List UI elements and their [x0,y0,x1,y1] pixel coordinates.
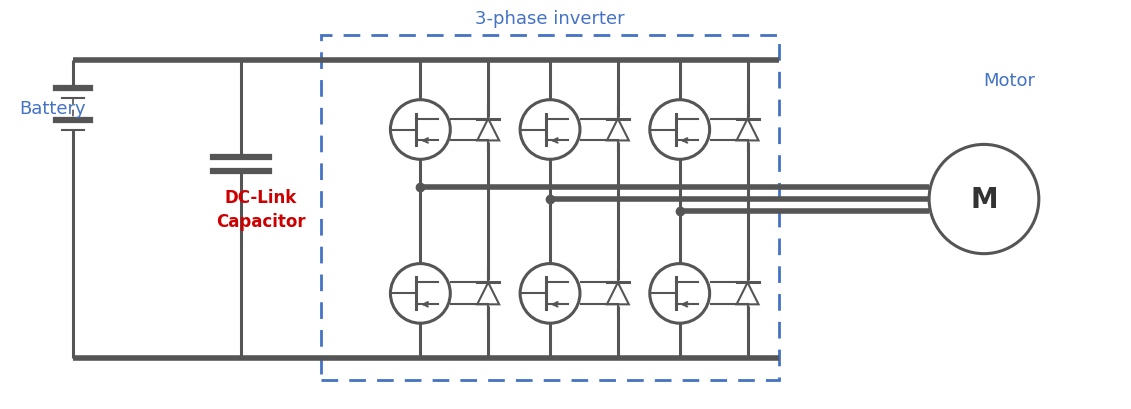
Text: M: M [970,186,998,213]
Text: Battery: Battery [19,99,86,117]
Text: Motor: Motor [983,72,1035,90]
Text: 3-phase inverter: 3-phase inverter [475,10,624,28]
Circle shape [929,145,1039,254]
Text: DC-Link
Capacitor: DC-Link Capacitor [216,189,305,230]
Bar [320,36,779,380]
